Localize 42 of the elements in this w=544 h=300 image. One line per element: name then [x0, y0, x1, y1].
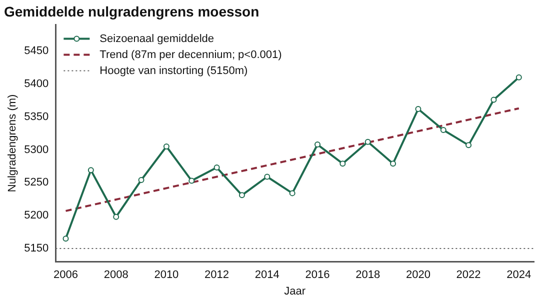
x-tick-label: 2016: [305, 269, 330, 282]
x-tick-label: 2024: [506, 269, 532, 282]
y-tick-label: 5400: [24, 78, 49, 90]
x-tick-label: 2010: [154, 269, 179, 282]
point: [188, 178, 195, 184]
y-tick-label: 5200: [24, 210, 49, 222]
x-tick-label: 2008: [104, 269, 128, 282]
x-tick-label: 2012: [204, 269, 230, 282]
x-tick-label: 2018: [356, 269, 380, 282]
x-tick-label: 2020: [406, 269, 430, 282]
x-tick-label: 2014: [254, 269, 280, 282]
y-tick-label: 5150: [24, 242, 49, 254]
point: [364, 138, 371, 145]
x-tick-label: 2022: [456, 269, 481, 282]
point: [163, 143, 170, 150]
point: [214, 164, 220, 171]
point: [289, 190, 296, 196]
legend-label: Seizoenaal gemiddelde: [100, 32, 214, 45]
point: [238, 192, 245, 198]
y-axis-title: Nulgradengrens (m): [6, 94, 19, 192]
legend-label: Hoogte van instorting (5150m): [100, 64, 248, 77]
point: [88, 167, 94, 174]
point: [415, 106, 422, 112]
x-tick-label: 2006: [54, 269, 78, 282]
point: [138, 177, 144, 184]
point: [264, 174, 270, 180]
point: [440, 127, 446, 134]
y-tick-label: 5300: [24, 144, 49, 156]
x-axis-title: Jaar: [284, 285, 306, 298]
point: [62, 236, 69, 242]
point: [490, 96, 497, 103]
chart-title: Gemiddelde nulgradengrens moesson: [4, 3, 260, 20]
y-tick-label: 5250: [24, 176, 49, 189]
point: [314, 142, 320, 148]
legend-label: Trend (87m per decennium; p<0.001): [100, 48, 282, 61]
point: [466, 142, 472, 148]
point: [516, 74, 522, 80]
point: [390, 160, 396, 167]
point: [340, 160, 346, 167]
point: [113, 214, 120, 220]
y-tick-label: 5350: [24, 110, 49, 123]
y-tick-label: 5450: [24, 45, 49, 58]
